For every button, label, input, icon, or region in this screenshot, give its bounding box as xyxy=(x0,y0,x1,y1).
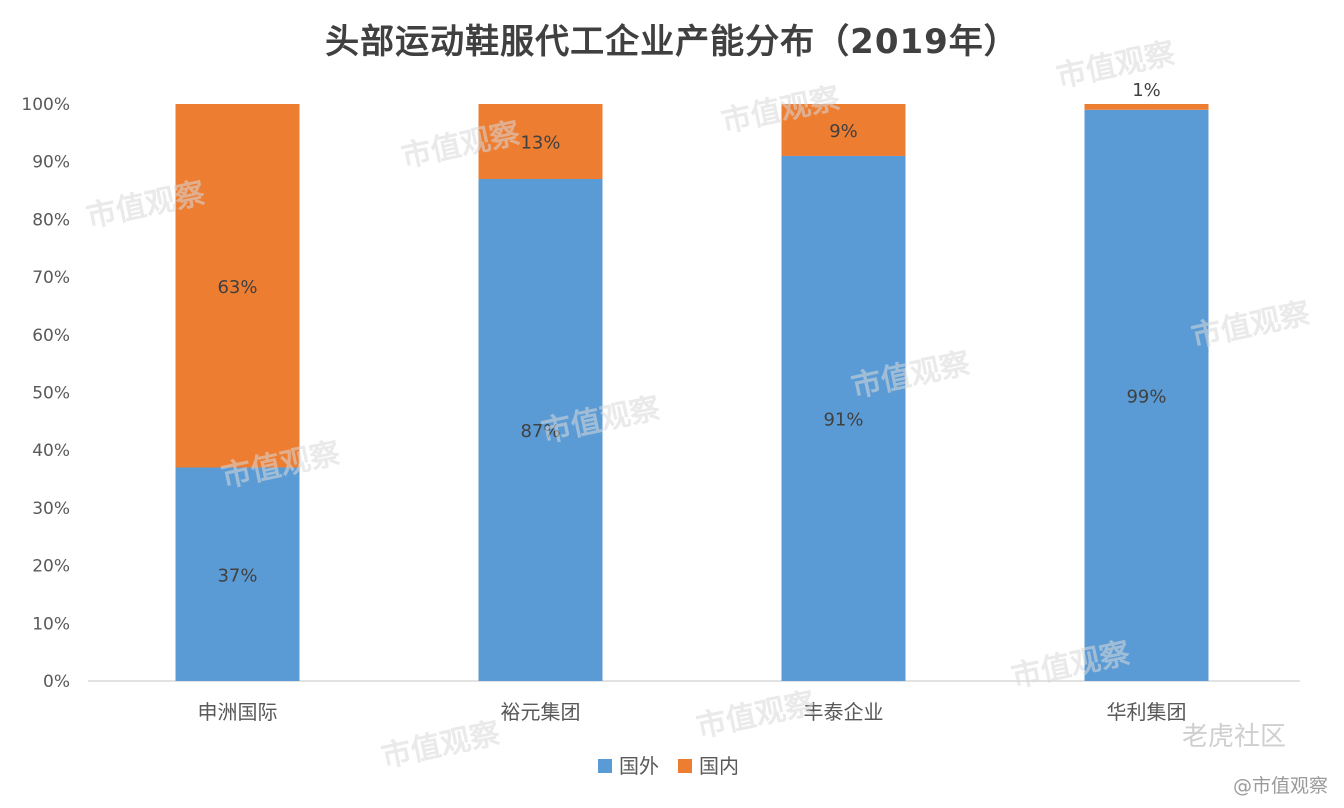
legend-swatch xyxy=(598,759,612,773)
legend-label: 国外 xyxy=(619,754,659,778)
data-label: 91% xyxy=(823,409,863,430)
credit-text: @市值观察 xyxy=(1232,775,1328,797)
data-label: 9% xyxy=(829,121,858,142)
data-label: 1% xyxy=(1132,80,1161,101)
y-tick-label: 20% xyxy=(32,557,70,577)
bar-segment-overseas xyxy=(478,179,603,681)
y-tick-label: 90% xyxy=(32,153,70,173)
y-tick-label: 30% xyxy=(32,499,70,519)
y-tick-label: 60% xyxy=(32,326,70,346)
bar-segment-domestic xyxy=(478,104,603,180)
data-label: 37% xyxy=(217,565,257,586)
y-tick-label: 100% xyxy=(21,95,70,115)
y-tick-label: 50% xyxy=(32,384,70,404)
x-tick-label: 丰泰企业 xyxy=(804,700,884,724)
x-tick-label: 裕元集团 xyxy=(501,700,581,724)
corner-watermark: 老虎社区 xyxy=(1182,722,1287,752)
chart-title: 头部运动鞋服代工企业产能分布（2019年） xyxy=(325,22,1019,62)
bar-segment-domestic xyxy=(781,104,906,156)
data-label: 99% xyxy=(1126,386,1166,407)
bar-segment-overseas xyxy=(175,467,300,681)
bar-segment-domestic xyxy=(1084,104,1209,110)
legend-label: 国内 xyxy=(699,754,739,778)
data-label: 13% xyxy=(520,133,560,154)
x-tick-label: 华利集团 xyxy=(1107,700,1187,724)
legend-swatch xyxy=(678,759,692,773)
data-label: 63% xyxy=(217,277,257,298)
y-tick-label: 70% xyxy=(32,268,70,288)
y-tick-label: 10% xyxy=(32,614,70,634)
bar-segment-overseas xyxy=(781,155,906,681)
y-tick-label: 40% xyxy=(32,441,70,461)
bar-segment-overseas xyxy=(1084,109,1209,681)
y-tick-label: 0% xyxy=(43,672,70,692)
x-tick-label: 申洲国际 xyxy=(198,700,278,724)
y-tick-label: 80% xyxy=(32,210,70,230)
bar-segment-domestic xyxy=(175,104,300,468)
data-label: 87% xyxy=(520,421,560,442)
